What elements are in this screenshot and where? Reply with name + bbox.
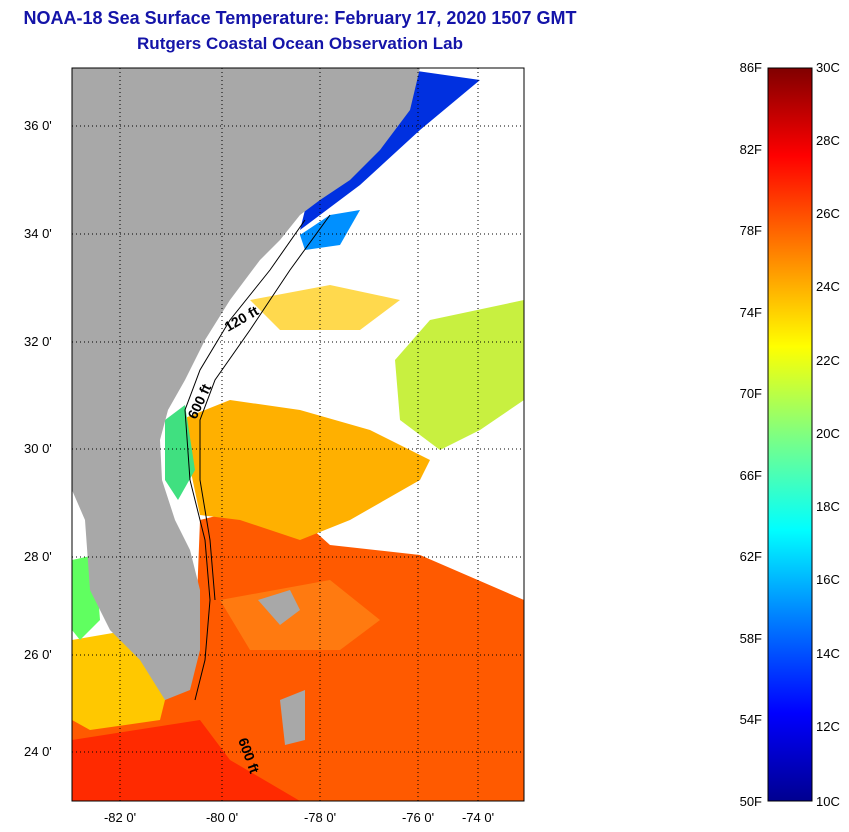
lat-label: 30 0' bbox=[24, 441, 52, 456]
land-mass bbox=[72, 68, 420, 700]
colorbar-f-label: 62F bbox=[740, 549, 762, 564]
colorbar-c-labels: 30C 28C 26C 24C 22C 20C 18C 16C 14C 12C … bbox=[816, 60, 840, 809]
lat-label: 36 0' bbox=[24, 118, 52, 133]
green-water-east bbox=[395, 300, 524, 450]
colorbar-c-label: 20C bbox=[816, 426, 840, 441]
colorbar-f-label: 66F bbox=[740, 468, 762, 483]
colorbar-c-label: 22C bbox=[816, 353, 840, 368]
lon-label: -78 0' bbox=[304, 810, 336, 825]
colorbar-f-label: 82F bbox=[740, 142, 762, 157]
colorbar-c-label: 10C bbox=[816, 794, 840, 809]
colorbar-c-label: 28C bbox=[816, 133, 840, 148]
florida-east-green bbox=[165, 405, 195, 500]
chart-subtitle: Rutgers Coastal Ocean Observation Lab bbox=[137, 34, 463, 53]
colorbar-c-label: 30C bbox=[816, 60, 840, 75]
hot-water-core bbox=[72, 720, 300, 801]
colorbar-c-label: 24C bbox=[816, 279, 840, 294]
cold-shelf-water bbox=[300, 70, 480, 230]
colorbar-f-labels: 86F 82F 78F 74F 70F 66F 62F 58F 54F 50F bbox=[740, 60, 762, 809]
orange-patch-south bbox=[220, 580, 380, 650]
bahamas-land bbox=[258, 590, 300, 625]
map-area bbox=[72, 68, 524, 801]
colorbar-f-label: 50F bbox=[740, 794, 762, 809]
map-frame bbox=[71, 67, 525, 802]
lon-label: -74 0' bbox=[462, 810, 494, 825]
isobath-line bbox=[199, 214, 331, 601]
lat-label: 32 0' bbox=[24, 334, 52, 349]
chart-title: NOAA-18 Sea Surface Temperature: Februar… bbox=[23, 8, 577, 28]
lat-label: 34 0' bbox=[24, 226, 52, 241]
lon-labels: -82 0' -80 0' -78 0' -76 0' -74 0' bbox=[104, 810, 494, 825]
lon-label: -80 0' bbox=[206, 810, 238, 825]
lon-label: -82 0' bbox=[104, 810, 136, 825]
colorbar-c-label: 14C bbox=[816, 646, 840, 661]
colorbar-c-label: 18C bbox=[816, 499, 840, 514]
colorbar-f-label: 74F bbox=[740, 305, 762, 320]
gulf-stream-band bbox=[180, 400, 430, 540]
yellow-patches bbox=[250, 285, 400, 330]
colorbar-f-label: 58F bbox=[740, 631, 762, 646]
colorbar-c-label: 26C bbox=[816, 206, 840, 221]
colorbar-f-label: 78F bbox=[740, 223, 762, 238]
cold-coastal-blue bbox=[300, 210, 360, 250]
lat-labels: 36 0' 34 0' 32 0' 30 0' 28 0' 26 0' 24 0… bbox=[24, 118, 52, 759]
isobath-line bbox=[184, 219, 306, 701]
colorbar-f-label: 86F bbox=[740, 60, 762, 75]
andros-island bbox=[280, 690, 305, 745]
colorbar-c-label: 12C bbox=[816, 719, 840, 734]
lat-label: 28 0' bbox=[24, 549, 52, 564]
colorbar-c-label: 16C bbox=[816, 572, 840, 587]
lat-label: 26 0' bbox=[24, 647, 52, 662]
colorbar-f-label: 54F bbox=[740, 712, 762, 727]
colorbar bbox=[767, 67, 813, 802]
map-gridlines bbox=[72, 68, 524, 801]
colorbar-f-label: 70F bbox=[740, 386, 762, 401]
lat-label: 24 0' bbox=[24, 744, 52, 759]
lon-label: -76 0' bbox=[402, 810, 434, 825]
